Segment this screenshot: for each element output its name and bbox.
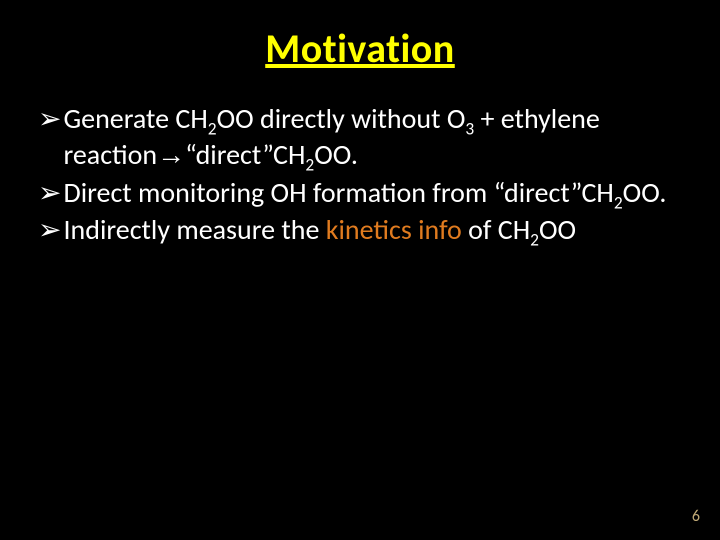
bullet-marker-icon: ➢ — [38, 212, 61, 248]
page-number: 6 — [692, 507, 700, 526]
bullet-item: ➢Indirectly measure the kinetics info of… — [38, 212, 690, 248]
slide-title: Motivation — [30, 24, 690, 73]
bullet-item: ➢Generate CH2OO directly without O3 + et… — [38, 101, 690, 173]
bullet-list: ➢Generate CH2OO directly without O3 + et… — [30, 101, 690, 248]
bullet-text: Generate CH2OO directly without O3 + eth… — [63, 101, 690, 173]
bullet-item: ➢Direct monitoring OH formation from “di… — [38, 175, 690, 211]
slide: Motivation ➢Generate CH2OO directly with… — [0, 0, 720, 540]
bullet-text: Direct monitoring OH formation from “dir… — [63, 175, 690, 211]
bullet-text: Indirectly measure the kinetics info of … — [63, 212, 690, 248]
bullet-marker-icon: ➢ — [38, 101, 61, 137]
bullet-marker-icon: ➢ — [38, 175, 61, 211]
